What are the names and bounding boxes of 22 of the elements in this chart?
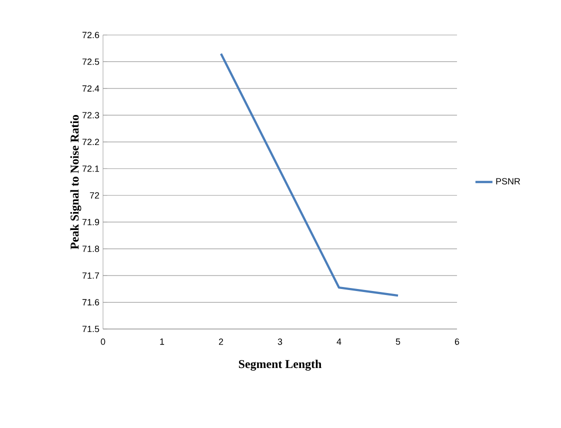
y-tick-label: 72.4: [82, 85, 100, 92]
y-tick-label: 71.9: [82, 218, 100, 226]
x-axis-title: Segment Length: [238, 360, 322, 371]
y-tick-label: 72.6: [82, 32, 100, 38]
x-tick-label: 6: [454, 338, 460, 345]
x-tick-label: 5: [396, 338, 400, 345]
x-tick-label: 0: [100, 338, 106, 345]
y-tick-label: 72: [90, 192, 100, 198]
y-tick-label: 71.5: [82, 326, 100, 332]
y-tick-label: 72.2: [82, 138, 100, 146]
y-tick-label: 71.6: [82, 299, 100, 306]
y-axis-title: Peak Signal to Noise Ratio: [70, 115, 82, 250]
y-tick-label: 72.1: [82, 166, 100, 172]
legend-label: PSNR: [496, 178, 520, 184]
y-tick-label: 72.3: [82, 112, 100, 118]
y-tick-label: 71.8: [82, 246, 100, 252]
x-tick-label: 1: [160, 338, 164, 345]
x-tick-label: 3: [278, 338, 282, 345]
x-tick-label: 2: [218, 338, 224, 345]
y-tick-label: 72.5: [82, 58, 100, 65]
y-tick-label: 71.7: [82, 272, 100, 279]
x-tick-label: 4: [336, 338, 342, 345]
